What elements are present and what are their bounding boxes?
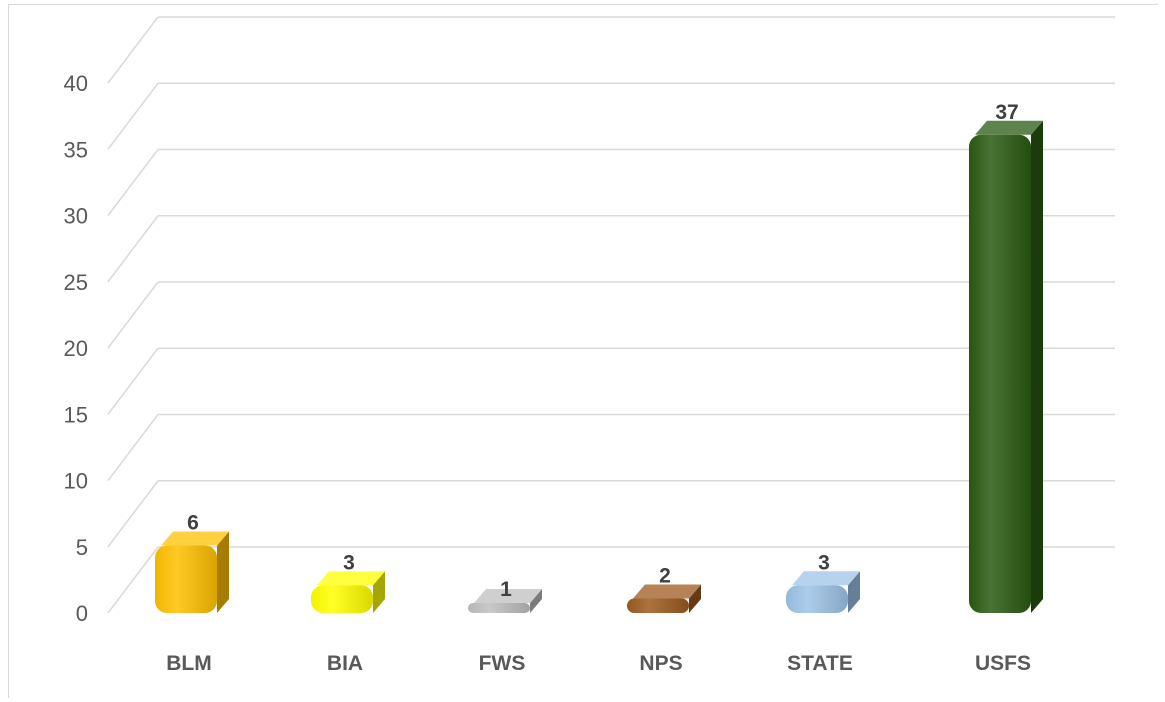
x-tick-label-blm: BLM xyxy=(166,652,212,675)
bar-usfs xyxy=(969,120,1043,613)
gridline-depth xyxy=(107,347,159,415)
data-labels: 6 3 1 2 3 37 xyxy=(187,101,1019,601)
y-tick-label: 0 xyxy=(76,601,88,626)
gridline-depth xyxy=(107,414,159,481)
bar-front xyxy=(786,585,848,613)
data-label-state: 3 xyxy=(818,551,830,574)
x-tick-label-usfs: USFS xyxy=(975,652,1031,675)
bar-front xyxy=(311,585,373,613)
bar-side xyxy=(373,571,385,613)
bar-side xyxy=(217,531,229,613)
data-label-blm: 6 xyxy=(187,512,199,535)
bar-side xyxy=(689,584,701,613)
bar-front xyxy=(969,134,1031,613)
data-label-bia: 3 xyxy=(343,551,355,574)
bar-top xyxy=(792,571,860,586)
bar-fws xyxy=(468,589,542,613)
bar-top xyxy=(975,120,1043,135)
x-tick-label-bia: BIA xyxy=(327,652,363,675)
gridline-depth xyxy=(107,546,159,614)
bar-front xyxy=(627,598,689,613)
bar-top xyxy=(161,531,229,546)
gridline-depth xyxy=(107,281,159,349)
chart-frame xyxy=(8,4,1158,698)
y-tick-label: 25 xyxy=(64,270,88,295)
y-tick-label: 20 xyxy=(64,336,88,361)
y-tick-label: 10 xyxy=(64,469,88,494)
bar-top xyxy=(633,584,701,599)
bar-top xyxy=(474,589,542,603)
y-axis-ticks: 0 5 10 15 20 25 30 35 40 xyxy=(64,71,88,626)
gridline-depth xyxy=(107,480,159,548)
y-tick-label: 5 xyxy=(76,535,88,560)
bars xyxy=(155,120,1043,613)
gridline-depth xyxy=(107,149,159,216)
bar-bia xyxy=(311,571,385,613)
x-axis-categories: BLM BIA FWS NPS STATE USFS xyxy=(166,652,1031,675)
bar-front xyxy=(468,603,530,613)
x-tick-label-fws: FWS xyxy=(479,652,526,675)
bar-blm xyxy=(155,531,229,613)
bar-side xyxy=(1031,120,1043,613)
data-label-fws: 1 xyxy=(500,578,512,601)
x-tick-label-state: STATE xyxy=(787,652,853,675)
bar-front xyxy=(155,545,217,613)
y-tick-label: 15 xyxy=(64,402,88,427)
bar-nps xyxy=(627,584,701,613)
y-tick-label: 40 xyxy=(64,71,88,96)
gridline-depth xyxy=(107,82,159,150)
data-label-usfs: 37 xyxy=(995,101,1018,124)
y-tick-label: 35 xyxy=(64,137,88,162)
bar-top xyxy=(317,571,385,586)
gridline-depth xyxy=(107,16,159,84)
gridline-depth xyxy=(107,215,159,283)
x-tick-label-nps: NPS xyxy=(639,652,682,675)
bar-side xyxy=(848,571,860,613)
data-label-nps: 2 xyxy=(659,565,671,588)
bar-state xyxy=(786,571,860,613)
y-tick-label: 30 xyxy=(64,204,88,229)
gridlines xyxy=(107,16,1115,614)
bar-side xyxy=(530,589,542,613)
